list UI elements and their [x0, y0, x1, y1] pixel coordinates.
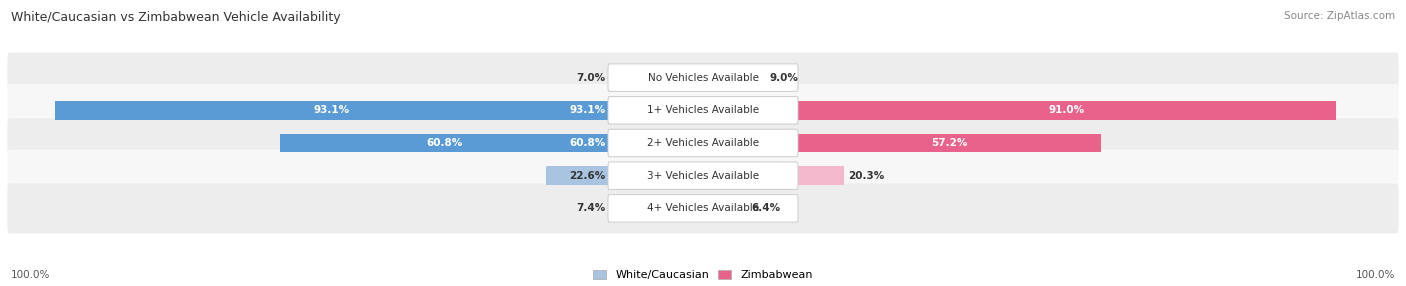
Text: 3+ Vehicles Available: 3+ Vehicles Available — [647, 171, 759, 181]
FancyBboxPatch shape — [607, 64, 799, 91]
Text: 60.8%: 60.8% — [569, 138, 606, 148]
FancyBboxPatch shape — [607, 195, 799, 222]
Text: 91.0%: 91.0% — [1049, 105, 1084, 115]
FancyBboxPatch shape — [607, 162, 799, 189]
Bar — [797, 166, 844, 185]
Text: No Vehicles Available: No Vehicles Available — [648, 73, 758, 83]
Text: White/Caucasian vs Zimbabwean Vehicle Availability: White/Caucasian vs Zimbabwean Vehicle Av… — [11, 11, 340, 24]
Bar — [609, 199, 651, 218]
FancyBboxPatch shape — [7, 85, 1399, 136]
Bar — [546, 166, 609, 185]
Text: 4+ Vehicles Available: 4+ Vehicles Available — [647, 203, 759, 213]
Text: 60.8%: 60.8% — [426, 138, 463, 148]
Text: 20.3%: 20.3% — [848, 171, 884, 181]
FancyBboxPatch shape — [7, 183, 1399, 234]
FancyBboxPatch shape — [607, 97, 799, 124]
Text: 7.4%: 7.4% — [576, 203, 606, 213]
Bar — [797, 134, 1101, 152]
Text: 93.1%: 93.1% — [569, 105, 606, 115]
FancyBboxPatch shape — [7, 52, 1399, 103]
Bar — [797, 101, 1336, 120]
Text: Source: ZipAtlas.com: Source: ZipAtlas.com — [1284, 11, 1395, 21]
Text: 57.2%: 57.2% — [931, 138, 967, 148]
Bar — [766, 68, 797, 87]
Text: 6.4%: 6.4% — [751, 203, 780, 213]
FancyBboxPatch shape — [7, 150, 1399, 201]
Text: 22.6%: 22.6% — [569, 171, 606, 181]
Text: 100.0%: 100.0% — [11, 270, 51, 280]
Text: 100.0%: 100.0% — [1355, 270, 1395, 280]
FancyBboxPatch shape — [7, 118, 1399, 168]
Bar — [280, 134, 609, 152]
Text: 9.0%: 9.0% — [769, 73, 799, 83]
Text: 1+ Vehicles Available: 1+ Vehicles Available — [647, 105, 759, 115]
Text: 7.0%: 7.0% — [576, 73, 606, 83]
Bar — [748, 199, 797, 218]
FancyBboxPatch shape — [607, 129, 799, 157]
Bar — [609, 68, 654, 87]
Bar — [55, 101, 609, 120]
Text: 93.1%: 93.1% — [314, 105, 350, 115]
Text: 2+ Vehicles Available: 2+ Vehicles Available — [647, 138, 759, 148]
Legend: White/Caucasian, Zimbabwean: White/Caucasian, Zimbabwean — [593, 270, 813, 281]
